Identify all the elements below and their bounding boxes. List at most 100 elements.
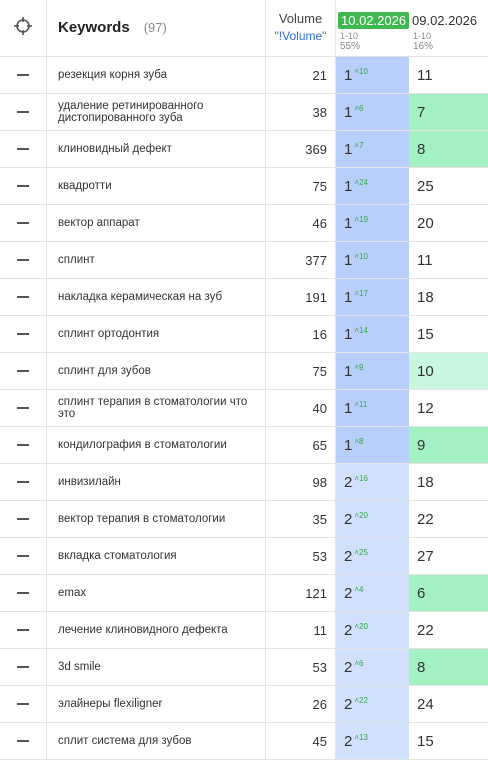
row-expand-cell[interactable] (0, 352, 47, 390)
minus-icon[interactable] (17, 332, 29, 335)
keyword-cell[interactable]: лечение клиновидного дефекта (46, 611, 266, 649)
position-current-cell[interactable]: 2 ˄22 (335, 685, 409, 723)
minus-icon[interactable] (17, 628, 29, 631)
keyword-cell[interactable]: сплинт терапия в стоматологии что это (46, 389, 266, 427)
position-current-cell[interactable]: 1 ˄10 (335, 241, 409, 279)
keyword-cell[interactable]: кондилография в стоматологии (46, 426, 266, 464)
table-row[interactable]: резекция корня зуба 21 1 ˄10 11 (0, 56, 488, 94)
position-previous-cell[interactable]: 22 (409, 500, 488, 538)
keyword-text[interactable]: сплинт (58, 254, 95, 266)
row-expand-cell[interactable] (0, 426, 47, 464)
minus-icon[interactable] (17, 443, 29, 446)
keyword-text[interactable]: удаление ретинированного дистопированног… (58, 100, 204, 124)
position-current-cell[interactable]: 2 ˄6 (335, 648, 409, 686)
minus-icon[interactable] (17, 295, 29, 298)
row-expand-cell[interactable] (0, 722, 47, 760)
minus-icon[interactable] (17, 480, 29, 483)
position-previous-cell[interactable]: 8 (409, 648, 488, 686)
table-row[interactable]: сплинт для зубов 75 1 ˄9 10 (0, 352, 488, 390)
keyword-text[interactable]: клиновидный дефект (58, 143, 172, 155)
row-expand-cell[interactable] (0, 241, 47, 279)
position-current-cell[interactable]: 2 ˄16 (335, 463, 409, 501)
table-row[interactable]: сплинт 377 1 ˄10 11 (0, 241, 488, 279)
position-previous-cell[interactable]: 8 (409, 130, 488, 168)
position-current-cell[interactable]: 1 ˄10 (335, 56, 409, 94)
position-previous-cell[interactable]: 20 (409, 204, 488, 242)
position-previous-cell[interactable]: 6 (409, 574, 488, 612)
minus-icon[interactable] (17, 554, 29, 557)
volume-header[interactable]: Volume "!Volume" (265, 0, 336, 57)
keyword-text[interactable]: emax (58, 587, 87, 599)
table-row[interactable]: сплинт терапия в стоматологии что это 40 1… (0, 389, 488, 427)
minus-icon[interactable] (17, 221, 29, 224)
minus-icon[interactable] (17, 702, 29, 705)
position-previous-cell[interactable]: 18 (409, 278, 488, 316)
position-previous-cell[interactable]: 18 (409, 463, 488, 501)
date-column-header-previous[interactable]: 09.02.2026 1-10 16% (409, 0, 488, 57)
position-current-cell[interactable]: 2 ˄20 (335, 611, 409, 649)
keyword-text[interactable]: вектор аппарат (58, 217, 140, 229)
position-previous-cell[interactable]: 22 (409, 611, 488, 649)
position-previous-cell[interactable]: 10 (409, 352, 488, 390)
row-expand-cell[interactable] (0, 56, 47, 94)
position-previous-cell[interactable]: 11 (409, 241, 488, 279)
keyword-text[interactable]: сплинт для зубов (58, 365, 151, 377)
minus-icon[interactable] (17, 739, 29, 742)
volume-exact-link[interactable]: "!Volume" (274, 29, 327, 43)
position-current-cell[interactable]: 2 ˄20 (335, 500, 409, 538)
position-current-cell[interactable]: 2 ˄13 (335, 722, 409, 760)
minus-icon[interactable] (17, 147, 29, 150)
position-current-cell[interactable]: 1 ˄19 (335, 204, 409, 242)
row-expand-cell[interactable] (0, 500, 47, 538)
keyword-text[interactable]: кондилография в стоматологии (58, 439, 227, 451)
keyword-cell[interactable]: инвизилайн (46, 463, 266, 501)
row-expand-cell[interactable] (0, 463, 47, 501)
table-row[interactable]: сплит система для зубов 45 2 ˄13 15 (0, 722, 488, 760)
position-previous-cell[interactable]: 9 (409, 426, 488, 464)
keyword-text[interactable]: 3d smile (58, 661, 101, 673)
keyword-text[interactable]: вкладка стоматология (58, 550, 177, 562)
keyword-cell[interactable]: вектор аппарат (46, 204, 266, 242)
date-column-header-current[interactable]: 10.02.2026 1-10 55% (335, 0, 410, 57)
position-previous-cell[interactable]: 27 (409, 537, 488, 575)
minus-icon[interactable] (17, 369, 29, 372)
position-previous-cell[interactable]: 11 (409, 56, 488, 94)
keyword-cell[interactable]: сплинт (46, 241, 266, 279)
keyword-cell[interactable]: резекция корня зуба (46, 56, 266, 94)
keyword-text[interactable]: элайнеры flexiligner (58, 698, 163, 710)
keywords-title[interactable]: Keywords (58, 19, 130, 36)
row-expand-cell[interactable] (0, 648, 47, 686)
keyword-text[interactable]: квадротти (58, 180, 112, 192)
keyword-cell[interactable]: сплинт для зубов (46, 352, 266, 390)
minus-icon[interactable] (17, 406, 29, 409)
keyword-cell[interactable]: вектор терапия в стоматологии (46, 500, 266, 538)
keyword-text[interactable]: сплинт ортодонтия (58, 328, 160, 340)
position-current-cell[interactable]: 1 ˄7 (335, 130, 409, 168)
keyword-text[interactable]: накладка керамическая на зуб (58, 291, 223, 303)
table-row[interactable]: квадротти 75 1 ˄24 25 (0, 167, 488, 205)
row-expand-cell[interactable] (0, 685, 47, 723)
keyword-cell[interactable]: вкладка стоматология (46, 537, 266, 575)
row-expand-cell[interactable] (0, 130, 47, 168)
position-current-cell[interactable]: 1 ˄8 (335, 426, 409, 464)
keyword-cell[interactable]: 3d smile (46, 648, 266, 686)
keyword-cell[interactable]: клиновидный дефект (46, 130, 266, 168)
position-previous-cell[interactable]: 24 (409, 685, 488, 723)
table-row[interactable]: сплинт ортодонтия 16 1 ˄14 15 (0, 315, 488, 353)
table-row[interactable]: кондилография в стоматологии 65 1 ˄8 9 (0, 426, 488, 464)
position-previous-cell[interactable]: 12 (409, 389, 488, 427)
minus-icon[interactable] (17, 591, 29, 594)
position-current-cell[interactable]: 2 ˄4 (335, 574, 409, 612)
table-row[interactable]: вкладка стоматология 53 2 ˄25 27 (0, 537, 488, 575)
keyword-text[interactable]: сплинт терапия в стоматологии что это (58, 396, 248, 420)
keyword-text[interactable]: инвизилайн (58, 476, 121, 488)
table-row[interactable]: накладка керамическая на зуб 191 1 ˄17 18 (0, 278, 488, 316)
row-expand-cell[interactable] (0, 389, 47, 427)
position-current-cell[interactable]: 1 ˄24 (335, 167, 409, 205)
minus-icon[interactable] (17, 110, 29, 113)
row-expand-cell[interactable] (0, 574, 47, 612)
row-expand-cell[interactable] (0, 204, 47, 242)
table-row[interactable]: клиновидный дефект 369 1 ˄7 8 (0, 130, 488, 168)
date-previous-label[interactable]: 09.02.2026 (412, 13, 478, 28)
minus-icon[interactable] (17, 73, 29, 76)
